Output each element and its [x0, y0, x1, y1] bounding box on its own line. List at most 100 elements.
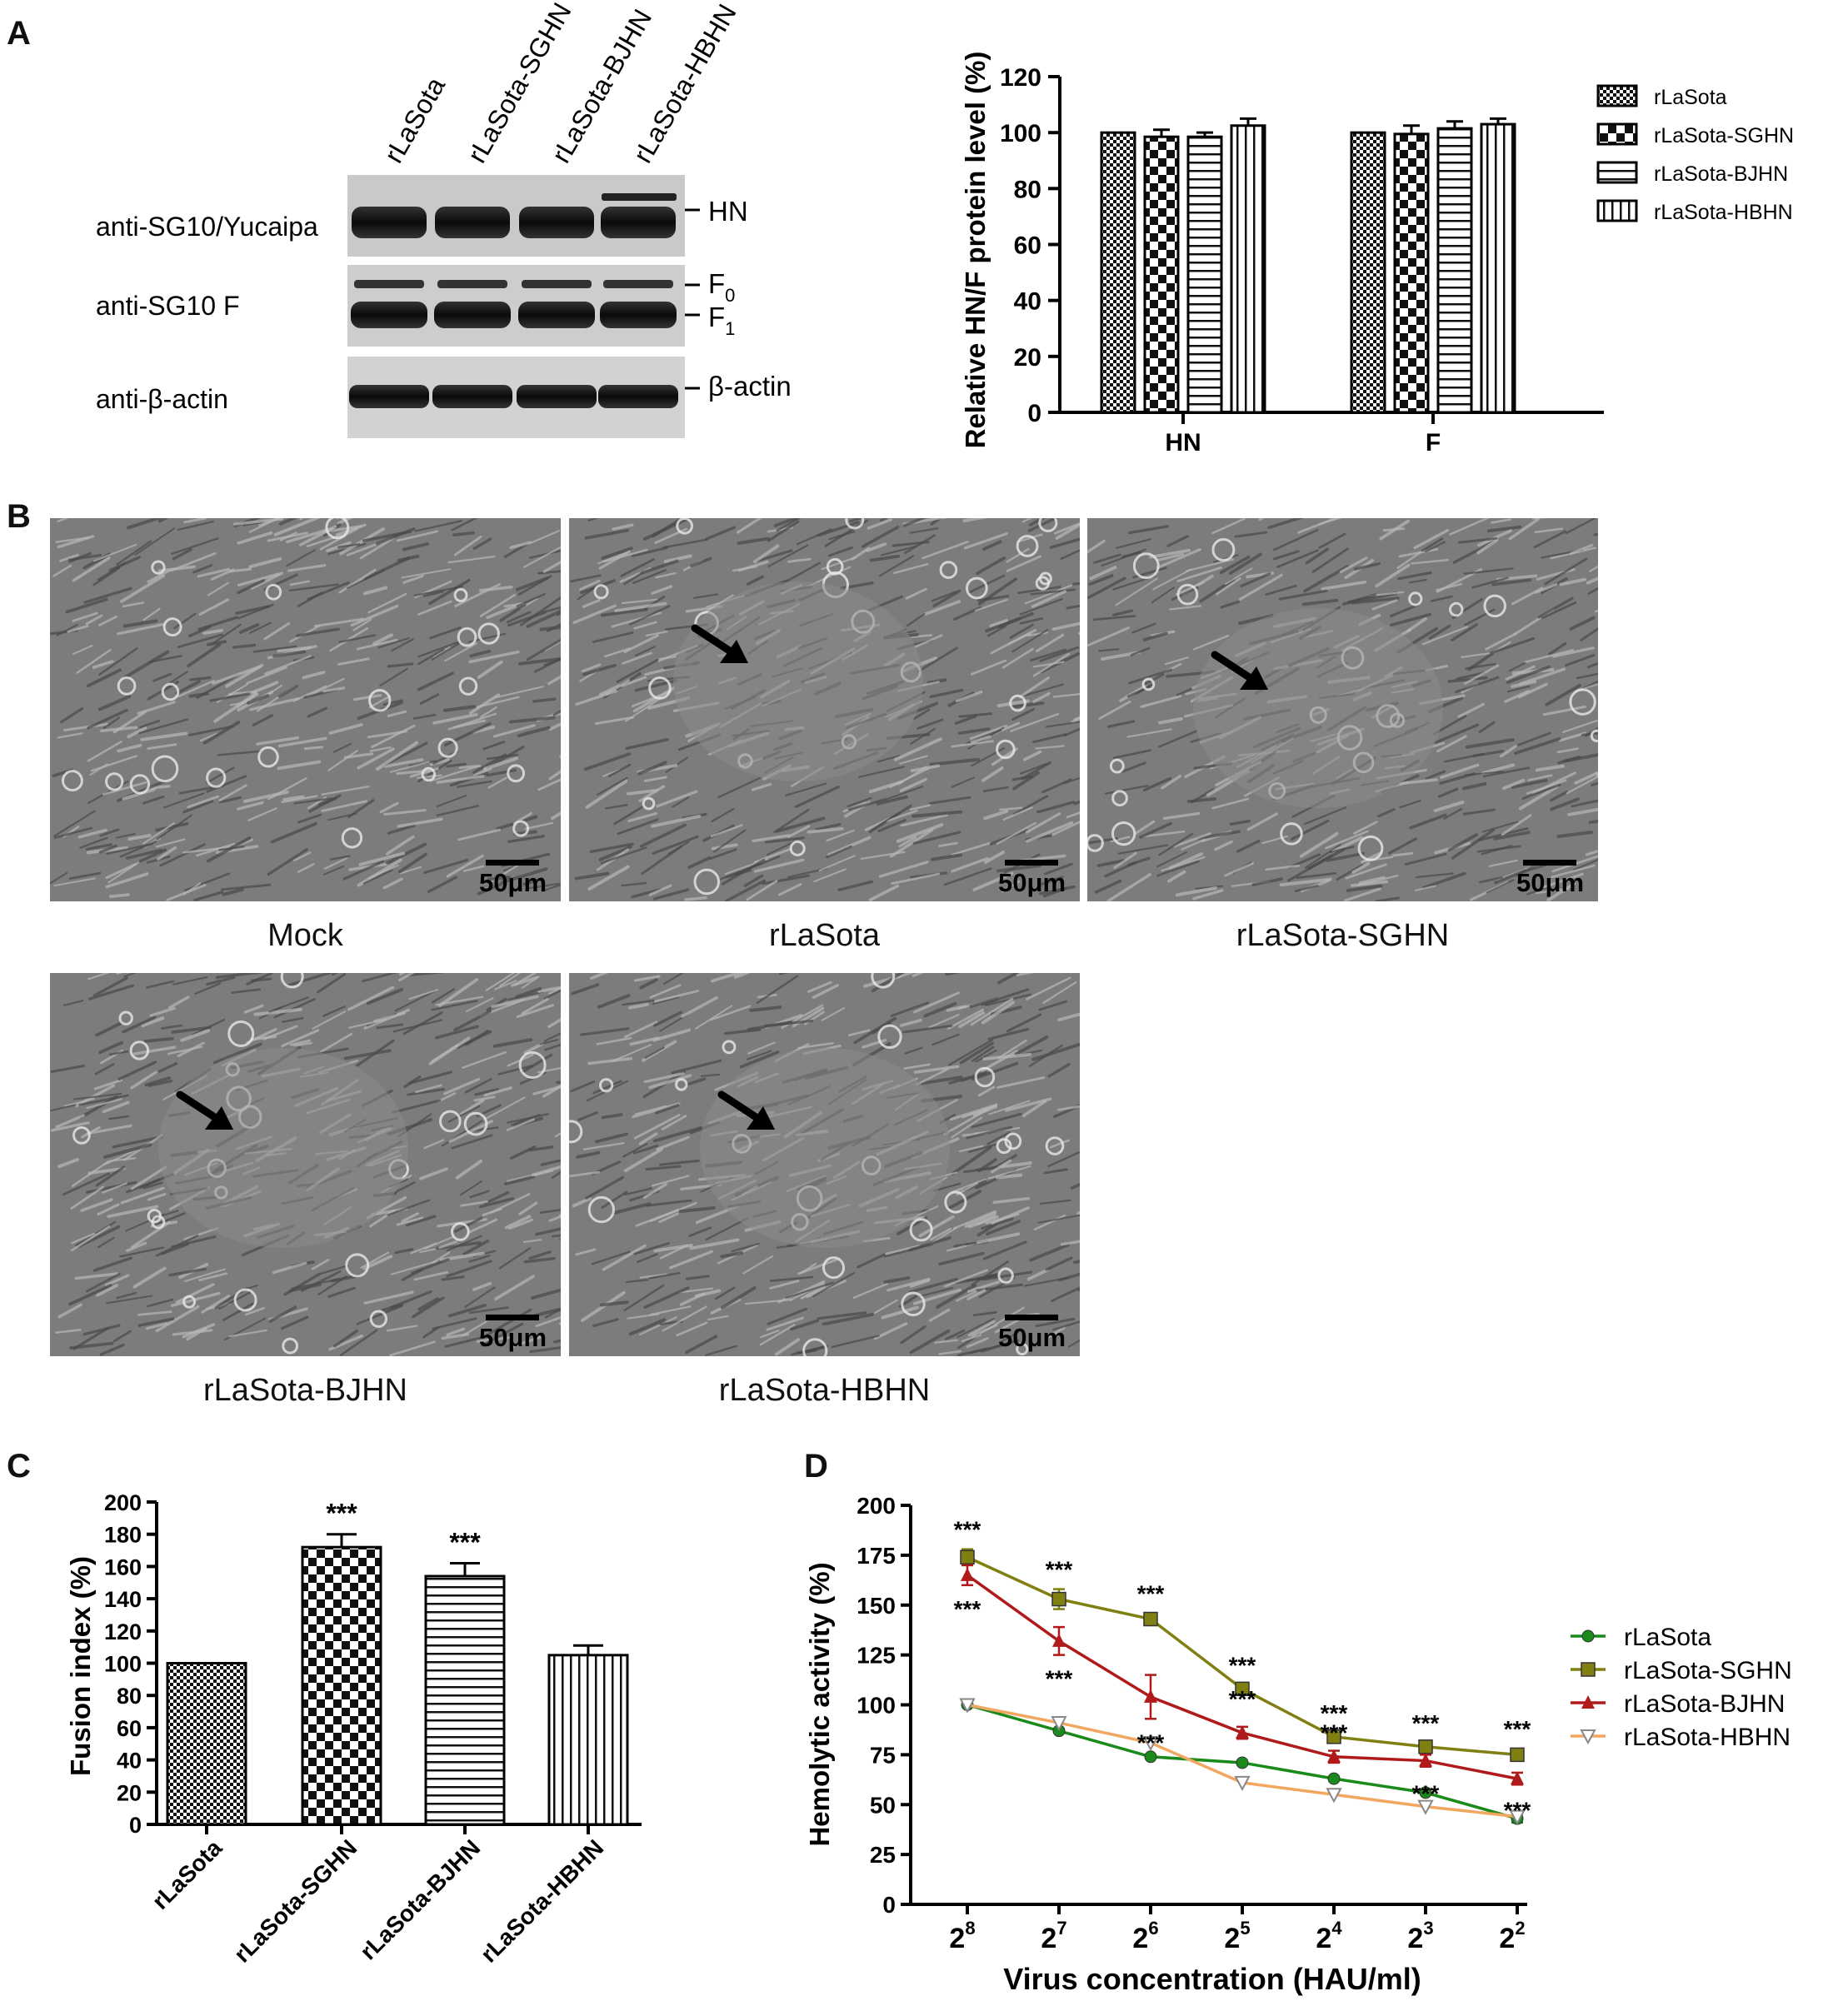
- y-axis-label: Relative HN/F protein level (%): [960, 52, 991, 449]
- bar: [1481, 124, 1515, 412]
- arrow-icon: [175, 1090, 250, 1148]
- scale-bar-label: 50μm: [1516, 868, 1584, 898]
- significance-label: ***: [1229, 1686, 1256, 1712]
- y-axis-label: Fusion index (%): [65, 1556, 96, 1776]
- micrograph-caption: Mock: [56, 918, 556, 954]
- significance-label: ***: [326, 1499, 357, 1529]
- y-tick-label: 80: [1014, 176, 1041, 203]
- scale-bar: [486, 1315, 539, 1320]
- significance-label: ***: [1412, 1710, 1440, 1736]
- legend-label: rLaSota-SGHN: [1654, 124, 1794, 147]
- legend-entry: [1571, 1695, 1606, 1709]
- data-point: [1328, 1773, 1340, 1784]
- micrograph: [50, 973, 561, 1356]
- scale-bar: [1523, 860, 1576, 866]
- significance-label: ***: [449, 1528, 481, 1558]
- significance-label: ***: [1046, 1666, 1073, 1692]
- scale-bar-label: 50μm: [998, 1323, 1066, 1353]
- legend-entry: [1571, 1730, 1606, 1743]
- legend-label: rLaSota-HBHN: [1624, 1724, 1791, 1751]
- y-tick-label: 0: [1027, 400, 1041, 427]
- y-tick-label: 125: [857, 1643, 896, 1669]
- y-tick-label: 50: [870, 1792, 896, 1818]
- data-point: [961, 1568, 974, 1581]
- data-point: [1144, 1613, 1157, 1626]
- y-axis-label: Hemolytic activity (%): [804, 1562, 835, 1846]
- y-tick-label: 100: [857, 1693, 896, 1719]
- y-tick-label: 25: [870, 1842, 896, 1868]
- bar: [1395, 134, 1428, 412]
- legend-swatch: [1598, 86, 1636, 106]
- significance-label: ***: [954, 1517, 981, 1543]
- y-tick-label: 40: [117, 1749, 142, 1774]
- data-point: [1052, 1634, 1066, 1647]
- x-tick-label: 28: [949, 1918, 975, 1954]
- micrograph-caption: rLaSota-SGHN: [1093, 918, 1593, 954]
- y-tick-label: 150: [857, 1593, 896, 1619]
- x-tick-label: F: [1426, 429, 1441, 457]
- y-tick-label: 120: [1000, 64, 1041, 92]
- y-tick-label: 175: [857, 1543, 896, 1569]
- arrow-icon: [1210, 650, 1285, 708]
- y-tick-label: 100: [104, 1652, 142, 1677]
- x-tick-label: HN: [1165, 429, 1201, 457]
- micrograph: [569, 518, 1080, 901]
- y-tick-label: 0: [129, 1813, 142, 1838]
- x-tick-label: 27: [1041, 1918, 1066, 1954]
- y-tick-label: 20: [1014, 344, 1041, 372]
- significance-label: ***: [954, 1596, 981, 1622]
- micrograph-caption: rLaSota-BJHN: [56, 1373, 556, 1409]
- significance-label: ***: [1137, 1580, 1165, 1606]
- scale-bar-label: 50μm: [479, 1323, 547, 1353]
- x-tick-label: 22: [1499, 1918, 1525, 1954]
- data-point: [961, 1550, 974, 1564]
- bar: [549, 1655, 627, 1824]
- scale-bar: [486, 860, 539, 866]
- micrograph-caption: rLaSota: [575, 918, 1075, 954]
- legend-label: rLaSota-BJHN: [1654, 162, 1788, 186]
- legend-label: rLaSota: [1624, 1624, 1711, 1651]
- panel-label-b: B: [7, 498, 31, 536]
- x-axis-label: Virus concentration (HAU/ml): [1003, 1962, 1421, 1996]
- micrograph: [569, 973, 1080, 1356]
- data-point: [1511, 1748, 1524, 1761]
- data-point: [1144, 1689, 1157, 1703]
- bar: [1438, 128, 1471, 412]
- y-tick-label: 100: [1000, 120, 1041, 147]
- data-point: [1581, 1663, 1595, 1676]
- bar: [1231, 126, 1265, 412]
- legend-swatch: [1598, 162, 1636, 182]
- micrograph-caption: rLaSota-HBHN: [575, 1373, 1075, 1409]
- legend-swatch: [1598, 201, 1636, 221]
- bar: [426, 1576, 504, 1824]
- y-tick-label: 180: [104, 1523, 142, 1548]
- legend-swatch: [1598, 124, 1636, 144]
- y-tick-label: 200: [104, 1490, 142, 1515]
- y-tick-label: 200: [857, 1493, 896, 1519]
- legend-label: rLaSota-SGHN: [1624, 1657, 1792, 1684]
- legend-label: rLaSota-BJHN: [1624, 1690, 1785, 1718]
- significance-label: ***: [1137, 1729, 1165, 1755]
- y-tick-label: 160: [104, 1554, 142, 1579]
- x-tick-label: rLaSota-SGHN: [229, 1834, 362, 1967]
- y-tick-label: 80: [117, 1684, 142, 1709]
- bar: [1188, 137, 1221, 412]
- bar: [167, 1664, 246, 1825]
- legend-entry: [1571, 1630, 1606, 1642]
- y-tick-label: 60: [1014, 232, 1041, 260]
- arrow-icon: [717, 1090, 792, 1148]
- y-tick-label: 60: [117, 1716, 142, 1741]
- significance-label: ***: [1229, 1653, 1256, 1679]
- significance-label: ***: [1504, 1716, 1531, 1742]
- data-point: [1052, 1593, 1066, 1606]
- x-tick-label: 26: [1132, 1918, 1158, 1954]
- y-tick-label: 140: [104, 1587, 142, 1612]
- y-tick-label: 20: [117, 1780, 142, 1805]
- x-tick-label: rLaSota-HBHN: [476, 1834, 608, 1967]
- legend-label: rLaSota: [1654, 86, 1727, 109]
- arrow-icon: [690, 623, 765, 681]
- scale-bar: [1005, 860, 1058, 866]
- bar: [1101, 132, 1135, 412]
